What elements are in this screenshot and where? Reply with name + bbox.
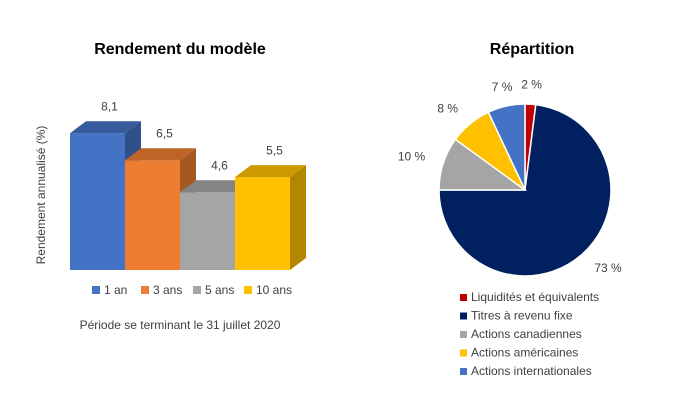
legend-label: Actions internationales [471,364,592,378]
legend-swatch [460,349,467,357]
bar [235,177,290,270]
legend-label: Titres à revenu fixe [471,309,573,323]
data-label: 6,5 [156,126,173,140]
legend-label: 1 an [104,283,127,297]
legend-label: Actions américaines [471,346,578,360]
data-label: 73 % [594,261,622,275]
note: Période se terminant le 31 juillet 2020 [80,318,281,332]
y-axis-label: Rendement annualisé (%) [34,126,48,265]
bar-top [235,165,306,178]
data-label: 4,6 [211,158,228,172]
data-label: 5,5 [266,143,283,157]
legend-label: 3 ans [153,283,182,297]
legend-swatch [193,286,201,294]
bar-title: Rendement du modèle [94,41,266,58]
bar-side [290,165,306,270]
legend-label: Actions canadiennes [471,327,582,341]
legend-label: Liquidités et équivalents [471,290,599,304]
data-label: 10 % [398,150,426,164]
legend-swatch [460,294,467,301]
data-label: 2 % [521,77,542,91]
data-label: 7 % [492,80,513,94]
bar-top [125,148,196,161]
legend-swatch [460,368,467,375]
bar-top [70,121,141,134]
bar-top [180,180,251,193]
pie-title: Répartition [490,41,574,58]
legend-swatch [92,286,100,294]
bar [180,192,235,270]
data-label: 8 % [437,101,458,115]
legend-label: 10 ans [256,283,292,297]
pie-slice [487,103,526,191]
legend-label: 5 ans [205,283,234,297]
legend-swatch [460,331,467,338]
bar [125,160,180,270]
bar [70,133,125,270]
legend-swatch [244,286,252,294]
data-label: 8,1 [101,99,118,113]
legend-swatch [460,312,467,320]
legend-swatch [141,286,149,294]
